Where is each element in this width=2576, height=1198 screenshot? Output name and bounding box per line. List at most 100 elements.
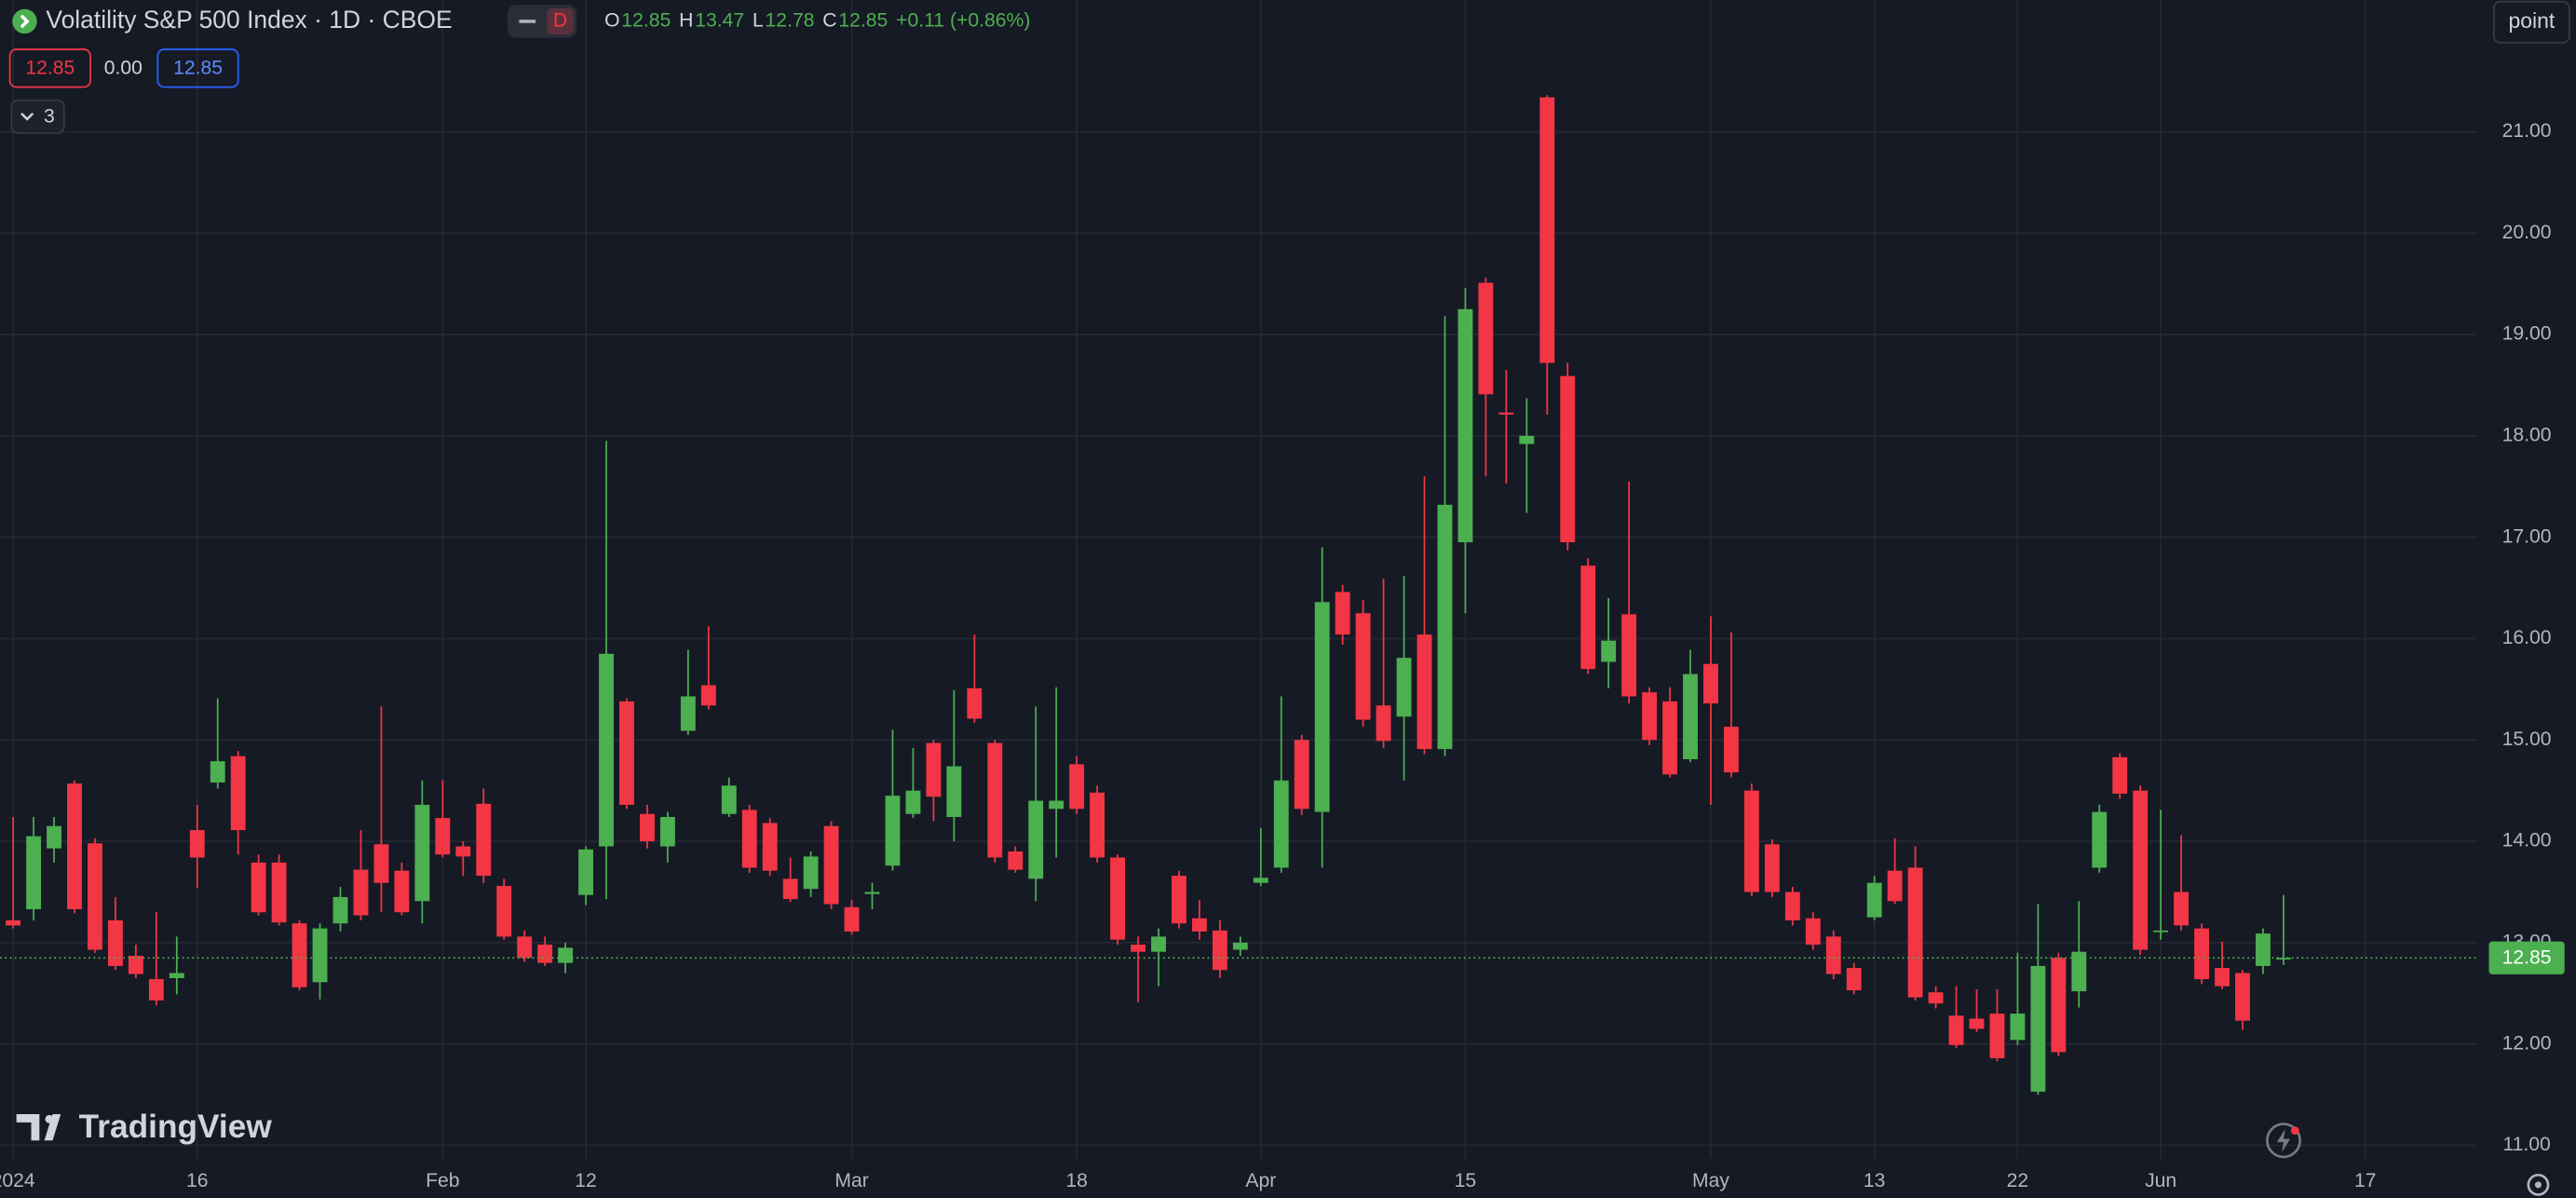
badge-d-bg — [547, 7, 574, 35]
ohlc-value: 12.78 — [766, 10, 815, 32]
y-tick-label: 19.00 — [2502, 323, 2552, 345]
sell-price[interactable]: 12.85 — [25, 58, 75, 79]
candle-body — [1335, 592, 1350, 635]
candle-body — [1028, 800, 1044, 879]
y-tick-label: 21.00 — [2502, 120, 2552, 142]
candle-body — [1376, 705, 1391, 742]
candle-body — [6, 919, 21, 926]
candle-body — [312, 928, 328, 983]
candle-body — [905, 790, 921, 814]
x-tick-label: May — [1692, 1170, 1729, 1191]
candle-body — [1314, 602, 1330, 812]
candle-body — [1621, 614, 1637, 697]
buy-price[interactable]: 12.85 — [173, 58, 223, 79]
candle-body — [1110, 857, 1126, 940]
candle-body — [107, 919, 123, 966]
x-tick-label: 12 — [575, 1170, 597, 1191]
candle-body — [762, 823, 778, 871]
candle-body — [1846, 968, 1862, 991]
candle-body — [1907, 867, 1923, 998]
candle-body — [1069, 764, 1085, 810]
candle-body — [741, 810, 757, 868]
mode-button[interactable] — [2492, 0, 2570, 44]
mode-label[interactable]: point — [2509, 8, 2556, 33]
candle-body — [926, 742, 942, 797]
brand[interactable]: TradingView — [79, 1109, 273, 1145]
candle-body — [1928, 992, 1944, 1004]
candle-body — [1683, 674, 1698, 759]
last-price-label: 12.85 — [2502, 947, 2552, 969]
candle-body — [128, 956, 143, 974]
y-tick-label: 15.00 — [2502, 728, 2552, 750]
candle-body — [885, 796, 901, 866]
x-tick-label: 22 — [2007, 1170, 2029, 1191]
y-tick-label: 17.00 — [2502, 525, 2552, 547]
candle-body — [1457, 308, 1473, 543]
candle-body — [1560, 375, 1576, 543]
candle-body — [1437, 504, 1453, 750]
y-tick-label: 11.00 — [2502, 1134, 2550, 1155]
candle-body — [189, 830, 205, 858]
candle-body — [1131, 945, 1146, 952]
candle-body — [2092, 811, 2108, 868]
replay-icon[interactable] — [2266, 1123, 2301, 1159]
badge-box[interactable] — [508, 5, 577, 38]
candle-body — [1989, 1014, 2005, 1058]
candle-body — [2256, 933, 2271, 966]
candle-body — [1642, 692, 1658, 741]
candle-body — [1866, 882, 1882, 918]
candle-body — [230, 756, 246, 831]
x-tick-label: 13 — [1864, 1170, 1886, 1191]
candle-body — [271, 862, 287, 923]
indicators-toggle[interactable] — [10, 99, 65, 134]
candle-body — [2275, 958, 2291, 960]
candle-body — [47, 825, 61, 849]
candle-body — [2194, 928, 2210, 980]
sell-box[interactable] — [8, 48, 91, 88]
buy-box[interactable] — [156, 48, 239, 88]
badge-dash — [519, 20, 536, 23]
candle-body — [823, 825, 839, 905]
candle-body — [1784, 892, 1800, 920]
candle-body — [1191, 918, 1207, 932]
x-tick-label: 15 — [1455, 1170, 1477, 1191]
candle-body — [1049, 800, 1064, 810]
candle-body — [844, 906, 860, 932]
candle-body — [2071, 951, 2087, 992]
x-tick-label: Jun — [2145, 1170, 2176, 1191]
candle-body — [2030, 965, 2046, 1092]
candle-body — [1232, 942, 1248, 950]
candle-body — [782, 878, 798, 900]
candle-body — [700, 685, 716, 706]
candle-body — [2112, 756, 2128, 794]
candles — [0, 95, 2478, 1096]
lightning — [2276, 1128, 2291, 1152]
candle-body — [291, 923, 307, 987]
symbol-icon[interactable] — [12, 8, 37, 34]
notification-dot — [2290, 1126, 2299, 1136]
candle-body — [1969, 1018, 1985, 1029]
candle-body — [414, 804, 430, 902]
candle-body — [517, 936, 533, 959]
candle-body — [1355, 613, 1371, 720]
candle-body — [67, 783, 82, 909]
chart-title[interactable]: Volatility S&P 500 Index · 1D · CBOE — [46, 6, 452, 34]
candle-body — [88, 843, 102, 950]
candle-body — [659, 816, 675, 847]
candle-body — [1417, 634, 1432, 750]
y-tick-label: 16.00 — [2502, 627, 2552, 648]
candle-body — [26, 836, 42, 909]
candle-body — [1805, 918, 1821, 946]
badge-d: D — [553, 10, 567, 32]
ohlc-value: 12.85 — [621, 10, 671, 32]
candle-body — [2235, 973, 2250, 1021]
settings-icon[interactable] — [2527, 1173, 2550, 1196]
candle-body — [803, 856, 819, 890]
candle-body — [558, 947, 574, 963]
candle-body — [1273, 780, 1289, 868]
candle-body — [1948, 1015, 1964, 1045]
x-tick-label: 2024 — [0, 1170, 35, 1191]
